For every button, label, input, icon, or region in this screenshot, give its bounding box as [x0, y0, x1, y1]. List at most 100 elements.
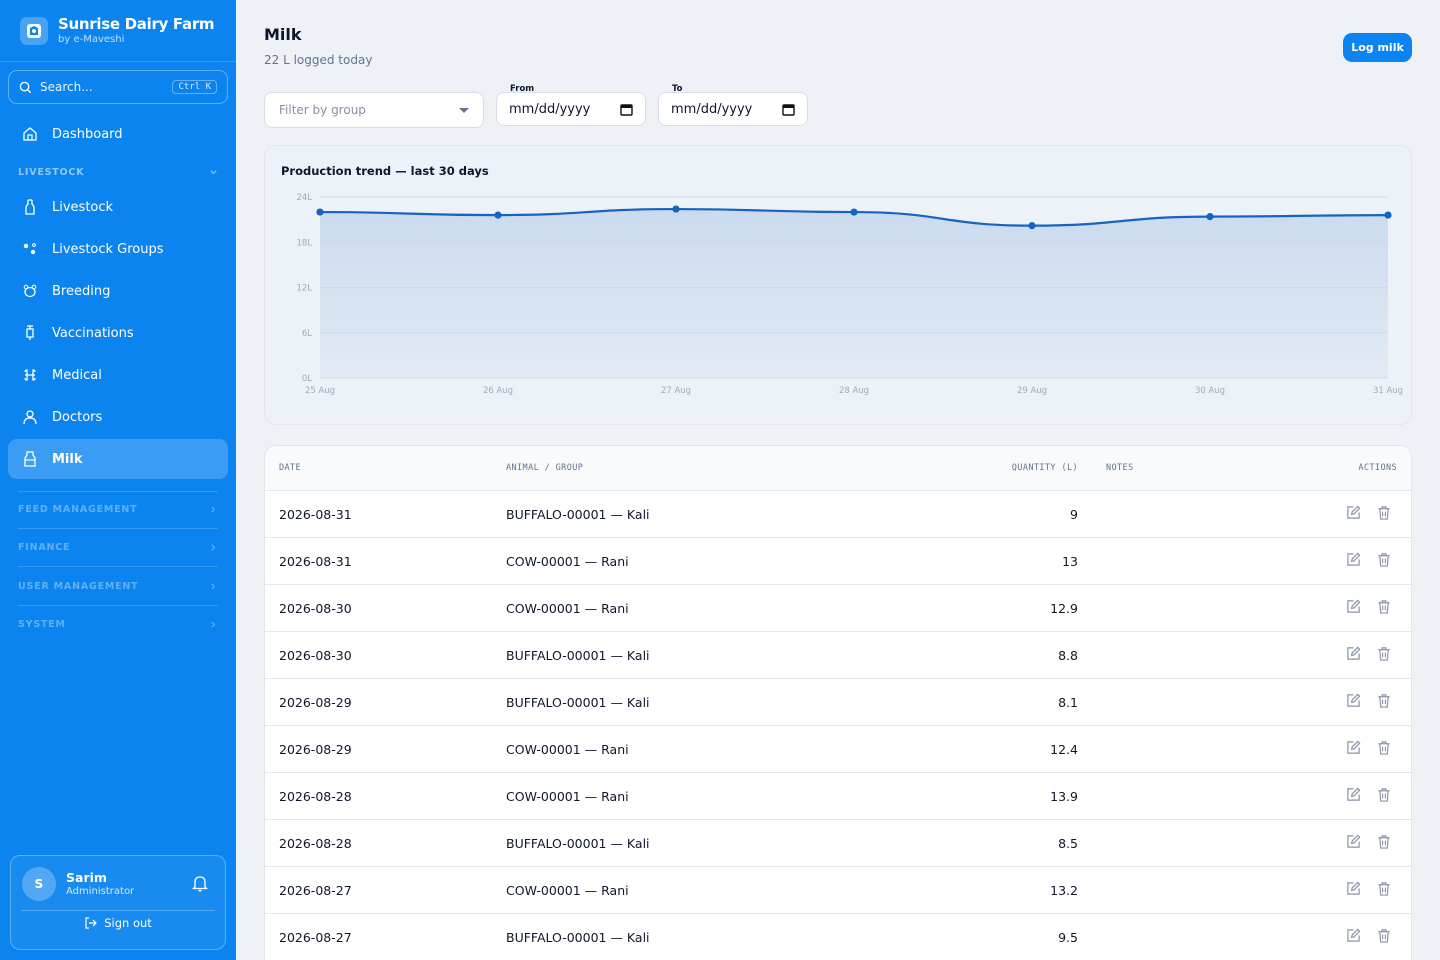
x-tick-label: 26 Aug — [483, 386, 513, 396]
column-header-notes[interactable]: NOTES — [1106, 463, 1134, 473]
section-label: SYSTEM — [18, 619, 66, 630]
table-row[interactable]: 2026-08-30 BUFFALO-00001 — Kali 8.8 — [265, 632, 1411, 679]
data-point — [850, 208, 858, 216]
caret-down-icon — [459, 107, 469, 113]
section-system[interactable]: SYSTEM — [18, 619, 218, 630]
search-input[interactable]: Search... Ctrl K — [8, 70, 228, 104]
trash-icon[interactable] — [1377, 787, 1391, 806]
y-tick-label: 24L — [296, 193, 312, 203]
edit-icon[interactable] — [1346, 599, 1361, 618]
divider — [21, 910, 215, 911]
sidebar-item-label: Breeding — [52, 283, 111, 299]
edit-icon[interactable] — [1346, 646, 1361, 665]
divider — [18, 566, 218, 567]
sidebar-item-milk[interactable]: Milk — [8, 439, 228, 479]
cell-date: 2026-08-29 — [279, 742, 352, 757]
milk-icon — [20, 451, 40, 467]
user-role: Administrator — [66, 886, 135, 897]
sign-out-icon — [85, 917, 98, 929]
sidebar-item-dashboard[interactable]: Dashboard — [8, 114, 228, 154]
table-row[interactable]: 2026-08-28 COW-00001 — Rani 13.9 — [265, 773, 1411, 820]
edit-icon[interactable] — [1346, 928, 1361, 947]
column-header-quantity[interactable]: QUANTITY (L) — [1011, 463, 1078, 473]
sign-out-button[interactable]: Sign out — [11, 916, 225, 930]
table-row[interactable]: 2026-08-31 COW-00001 — Rani 13 — [265, 538, 1411, 585]
sidebar-item-doctors[interactable]: Doctors — [8, 397, 228, 437]
bell-icon[interactable] — [191, 874, 209, 896]
trash-icon[interactable] — [1377, 693, 1391, 712]
table-row[interactable]: 2026-08-31 BUFFALO-00001 — Kali 9 — [265, 491, 1411, 538]
from-date-input[interactable]: mm/dd/yyyy — [496, 92, 646, 126]
section-finance[interactable]: FINANCE — [18, 542, 218, 553]
cell-animal: BUFFALO-00001 — Kali — [506, 507, 650, 522]
section-livestock[interactable]: LIVESTOCK — [18, 167, 218, 178]
section-label: FINANCE — [18, 542, 71, 553]
brand[interactable]: Sunrise Dairy Farm by e-Maveshi — [0, 0, 236, 62]
table-row[interactable]: 2026-08-30 COW-00001 — Rani 12.9 — [265, 585, 1411, 632]
trash-icon[interactable] — [1377, 881, 1391, 900]
from-label: From — [510, 84, 535, 94]
edit-icon[interactable] — [1346, 834, 1361, 853]
sidebar-item-livestock[interactable]: Livestock — [8, 187, 228, 227]
y-tick-label: 6L — [302, 329, 312, 339]
production-trend-chart: 0L 6L 12L 18L 24L 25 Aug 26 Aug 27 Aug 28 Aug 29 … — [296, 193, 1403, 396]
cell-quantity: 8.1 — [1058, 695, 1078, 710]
cell-quantity: 9.5 — [1058, 930, 1078, 945]
trash-icon[interactable] — [1377, 552, 1391, 571]
log-milk-button[interactable]: Log milk — [1343, 33, 1412, 62]
search-icon — [19, 81, 32, 93]
trash-icon[interactable] — [1377, 599, 1391, 618]
chevron-right-icon — [211, 621, 216, 628]
trash-icon[interactable] — [1377, 646, 1391, 665]
avatar[interactable]: S — [22, 867, 56, 901]
column-header-date[interactable]: DATE — [279, 463, 302, 473]
sidebar-item-breeding[interactable]: Breeding — [8, 271, 228, 311]
cell-date: 2026-08-29 — [279, 695, 352, 710]
cell-animal: BUFFALO-00001 — Kali — [506, 648, 650, 663]
breeding-icon — [20, 283, 40, 299]
cell-date: 2026-08-28 — [279, 789, 352, 804]
table-row[interactable]: 2026-08-28 BUFFALO-00001 — Kali 8.5 — [265, 820, 1411, 867]
chart-title: Production trend — last 30 days — [281, 164, 489, 178]
edit-icon[interactable] — [1346, 552, 1361, 571]
trash-icon[interactable] — [1377, 834, 1391, 853]
table-row[interactable]: 2026-08-29 BUFFALO-00001 — Kali 8.1 — [265, 679, 1411, 726]
table-row[interactable]: 2026-08-27 COW-00001 — Rani 13.2 — [265, 867, 1411, 914]
syringe-icon — [20, 325, 40, 341]
group-filter-select[interactable]: Filter by group — [264, 92, 484, 128]
search-shortcut: Ctrl K — [172, 80, 217, 94]
column-header-animal[interactable]: ANIMAL / GROUP — [506, 463, 584, 473]
cell-date: 2026-08-27 — [279, 883, 352, 898]
edit-icon[interactable] — [1346, 505, 1361, 524]
cell-animal: BUFFALO-00001 — Kali — [506, 930, 650, 945]
medical-icon — [20, 367, 40, 383]
edit-icon[interactable] — [1346, 881, 1361, 900]
calendar-icon — [782, 103, 795, 116]
cell-date: 2026-08-27 — [279, 930, 352, 945]
x-tick-label: 30 Aug — [1195, 386, 1225, 396]
sidebar-item-medical[interactable]: Medical — [8, 355, 228, 395]
table-row[interactable]: 2026-08-29 COW-00001 — Rani 12.4 — [265, 726, 1411, 773]
sidebar: Sunrise Dairy Farm by e-Maveshi Search..… — [0, 0, 236, 960]
table-row[interactable]: 2026-08-27 BUFFALO-00001 — Kali 9.5 — [265, 914, 1411, 960]
trash-icon[interactable] — [1377, 505, 1391, 524]
chevron-down-icon — [210, 170, 217, 175]
edit-icon[interactable] — [1346, 740, 1361, 759]
to-date-group: To mm/dd/yyyy — [658, 84, 808, 126]
trash-icon[interactable] — [1377, 740, 1391, 759]
edit-icon[interactable] — [1346, 693, 1361, 712]
sidebar-item-livestock-groups[interactable]: Livestock Groups — [8, 229, 228, 269]
section-user-management[interactable]: USER MANAGEMENT — [18, 581, 218, 592]
section-feed-management[interactable]: FEED MANAGEMENT — [18, 504, 218, 515]
edit-icon[interactable] — [1346, 787, 1361, 806]
y-tick-label: 0L — [302, 374, 312, 384]
cell-quantity: 8.8 — [1058, 648, 1078, 663]
column-header-actions: ACTIONS — [1358, 463, 1397, 473]
section-label: USER MANAGEMENT — [18, 581, 139, 592]
sidebar-item-label: Vaccinations — [52, 325, 134, 341]
to-date-input[interactable]: mm/dd/yyyy — [658, 92, 808, 126]
trash-icon[interactable] — [1377, 928, 1391, 947]
group-filter-placeholder: Filter by group — [279, 103, 366, 117]
date-placeholder: mm/dd/yyyy — [509, 101, 591, 117]
sidebar-item-vaccinations[interactable]: Vaccinations — [8, 313, 228, 353]
